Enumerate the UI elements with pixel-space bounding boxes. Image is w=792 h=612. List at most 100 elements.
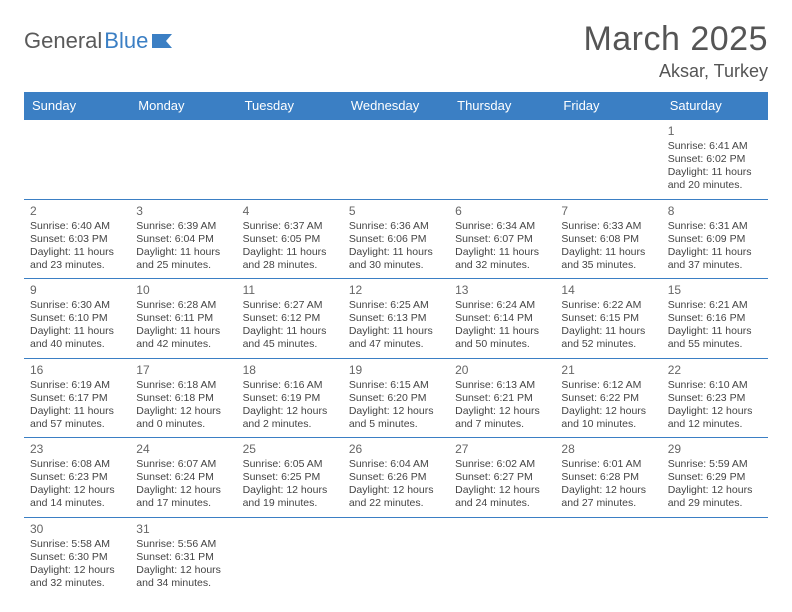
calendar-cell: 12Sunrise: 6:25 AMSunset: 6:13 PMDayligh… — [343, 279, 449, 359]
calendar-cell: 25Sunrise: 6:05 AMSunset: 6:25 PMDayligh… — [237, 438, 343, 518]
calendar-cell — [130, 120, 236, 200]
sunset-text: Sunset: 6:27 PM — [455, 471, 549, 484]
daylight-text: Daylight: 11 hours — [668, 325, 762, 338]
day-number: 5 — [349, 204, 443, 219]
calendar-cell: 27Sunrise: 6:02 AMSunset: 6:27 PMDayligh… — [449, 438, 555, 518]
daylight-text: and 19 minutes. — [243, 497, 337, 510]
day-number: 14 — [561, 283, 655, 298]
calendar-cell: 23Sunrise: 6:08 AMSunset: 6:23 PMDayligh… — [24, 438, 130, 518]
daylight-text: Daylight: 11 hours — [243, 246, 337, 259]
sunset-text: Sunset: 6:23 PM — [30, 471, 124, 484]
sunrise-text: Sunrise: 5:56 AM — [136, 538, 230, 551]
daylight-text: and 45 minutes. — [243, 338, 337, 351]
sunrise-text: Sunrise: 6:01 AM — [561, 458, 655, 471]
day-number: 16 — [30, 363, 124, 378]
sunrise-text: Sunrise: 6:30 AM — [30, 299, 124, 312]
calendar-cell: 5Sunrise: 6:36 AMSunset: 6:06 PMDaylight… — [343, 199, 449, 279]
daylight-text: Daylight: 11 hours — [455, 246, 549, 259]
daylight-text: Daylight: 11 hours — [30, 325, 124, 338]
calendar-cell: 20Sunrise: 6:13 AMSunset: 6:21 PMDayligh… — [449, 358, 555, 438]
calendar-cell: 11Sunrise: 6:27 AMSunset: 6:12 PMDayligh… — [237, 279, 343, 359]
daylight-text: and 42 minutes. — [136, 338, 230, 351]
calendar-row: 1Sunrise: 6:41 AMSunset: 6:02 PMDaylight… — [24, 120, 768, 200]
day-number: 22 — [668, 363, 762, 378]
sunset-text: Sunset: 6:16 PM — [668, 312, 762, 325]
weekday-header: Friday — [555, 92, 661, 120]
calendar-cell — [555, 517, 661, 596]
daylight-text: Daylight: 12 hours — [243, 484, 337, 497]
weekday-header: Tuesday — [237, 92, 343, 120]
location: Aksar, Turkey — [583, 61, 768, 82]
sunset-text: Sunset: 6:22 PM — [561, 392, 655, 405]
sunrise-text: Sunrise: 6:33 AM — [561, 220, 655, 233]
sunrise-text: Sunrise: 6:34 AM — [455, 220, 549, 233]
weekday-header-row: Sunday Monday Tuesday Wednesday Thursday… — [24, 92, 768, 120]
sunset-text: Sunset: 6:12 PM — [243, 312, 337, 325]
sunset-text: Sunset: 6:28 PM — [561, 471, 655, 484]
sunrise-text: Sunrise: 6:21 AM — [668, 299, 762, 312]
title-block: March 2025 Aksar, Turkey — [583, 20, 768, 82]
sunrise-text: Sunrise: 6:40 AM — [30, 220, 124, 233]
daylight-text: and 20 minutes. — [668, 179, 762, 192]
daylight-text: Daylight: 12 hours — [455, 484, 549, 497]
sunset-text: Sunset: 6:20 PM — [349, 392, 443, 405]
calendar-cell: 30Sunrise: 5:58 AMSunset: 6:30 PMDayligh… — [24, 517, 130, 596]
sunset-text: Sunset: 6:19 PM — [243, 392, 337, 405]
calendar-row: 9Sunrise: 6:30 AMSunset: 6:10 PMDaylight… — [24, 279, 768, 359]
calendar-cell: 29Sunrise: 5:59 AMSunset: 6:29 PMDayligh… — [662, 438, 768, 518]
sunset-text: Sunset: 6:18 PM — [136, 392, 230, 405]
daylight-text: and 17 minutes. — [136, 497, 230, 510]
calendar-cell: 3Sunrise: 6:39 AMSunset: 6:04 PMDaylight… — [130, 199, 236, 279]
daylight-text: and 29 minutes. — [668, 497, 762, 510]
sunrise-text: Sunrise: 6:12 AM — [561, 379, 655, 392]
calendar-cell: 18Sunrise: 6:16 AMSunset: 6:19 PMDayligh… — [237, 358, 343, 438]
daylight-text: and 5 minutes. — [349, 418, 443, 431]
daylight-text: and 30 minutes. — [349, 259, 443, 272]
calendar-cell: 15Sunrise: 6:21 AMSunset: 6:16 PMDayligh… — [662, 279, 768, 359]
daylight-text: Daylight: 12 hours — [30, 564, 124, 577]
daylight-text: and 14 minutes. — [30, 497, 124, 510]
sunset-text: Sunset: 6:11 PM — [136, 312, 230, 325]
calendar-cell: 13Sunrise: 6:24 AMSunset: 6:14 PMDayligh… — [449, 279, 555, 359]
day-number: 29 — [668, 442, 762, 457]
daylight-text: and 34 minutes. — [136, 577, 230, 590]
calendar-cell: 16Sunrise: 6:19 AMSunset: 6:17 PMDayligh… — [24, 358, 130, 438]
daylight-text: and 24 minutes. — [455, 497, 549, 510]
weekday-header: Saturday — [662, 92, 768, 120]
daylight-text: Daylight: 12 hours — [243, 405, 337, 418]
calendar-row: 2Sunrise: 6:40 AMSunset: 6:03 PMDaylight… — [24, 199, 768, 279]
calendar-cell — [343, 517, 449, 596]
sunset-text: Sunset: 6:13 PM — [349, 312, 443, 325]
sunrise-text: Sunrise: 6:31 AM — [668, 220, 762, 233]
daylight-text: Daylight: 12 hours — [561, 484, 655, 497]
daylight-text: Daylight: 11 hours — [455, 325, 549, 338]
sunrise-text: Sunrise: 6:25 AM — [349, 299, 443, 312]
day-number: 21 — [561, 363, 655, 378]
daylight-text: Daylight: 11 hours — [668, 166, 762, 179]
day-number: 18 — [243, 363, 337, 378]
sunrise-text: Sunrise: 6:37 AM — [243, 220, 337, 233]
calendar-table: Sunday Monday Tuesday Wednesday Thursday… — [24, 92, 768, 596]
sunset-text: Sunset: 6:24 PM — [136, 471, 230, 484]
sunrise-text: Sunrise: 6:22 AM — [561, 299, 655, 312]
day-number: 20 — [455, 363, 549, 378]
sunrise-text: Sunrise: 6:15 AM — [349, 379, 443, 392]
daylight-text: Daylight: 12 hours — [30, 484, 124, 497]
calendar-cell — [449, 517, 555, 596]
day-number: 4 — [243, 204, 337, 219]
calendar-cell: 9Sunrise: 6:30 AMSunset: 6:10 PMDaylight… — [24, 279, 130, 359]
calendar-cell: 17Sunrise: 6:18 AMSunset: 6:18 PMDayligh… — [130, 358, 236, 438]
calendar-cell: 8Sunrise: 6:31 AMSunset: 6:09 PMDaylight… — [662, 199, 768, 279]
sunset-text: Sunset: 6:10 PM — [30, 312, 124, 325]
day-number: 31 — [136, 522, 230, 537]
daylight-text: and 0 minutes. — [136, 418, 230, 431]
sunset-text: Sunset: 6:07 PM — [455, 233, 549, 246]
day-number: 26 — [349, 442, 443, 457]
daylight-text: Daylight: 12 hours — [136, 484, 230, 497]
calendar-cell: 31Sunrise: 5:56 AMSunset: 6:31 PMDayligh… — [130, 517, 236, 596]
calendar-row: 30Sunrise: 5:58 AMSunset: 6:30 PMDayligh… — [24, 517, 768, 596]
day-number: 1 — [668, 124, 762, 139]
daylight-text: Daylight: 12 hours — [349, 405, 443, 418]
daylight-text: Daylight: 12 hours — [668, 484, 762, 497]
day-number: 17 — [136, 363, 230, 378]
